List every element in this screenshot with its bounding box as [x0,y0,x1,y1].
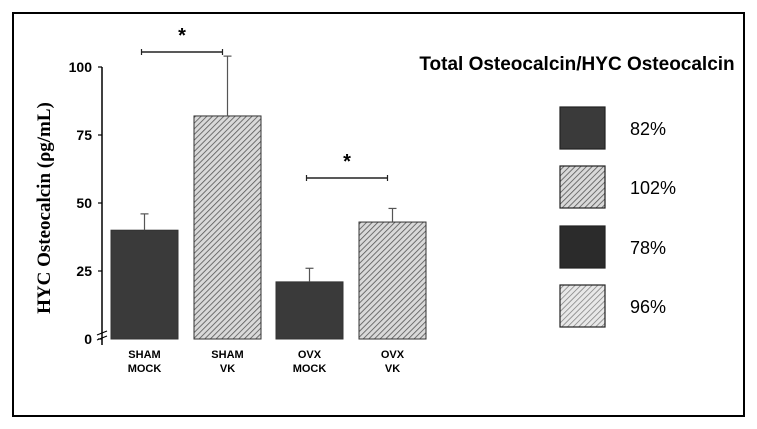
x-tick-label: SHAM [211,349,243,361]
x-tick-label: VK [220,363,235,375]
legend-value: 102% [630,178,676,198]
legend-swatch [559,225,606,269]
error-bars [140,55,397,282]
x-axis-categories: SHAM MOCK SHAM VK OVX MOCK OVX VK [128,349,405,375]
legend-swatch [559,284,606,328]
x-tick-label: OVX [298,349,322,361]
bar [358,221,427,340]
legend-value: 82% [630,119,666,139]
legend-swatch [559,165,606,209]
x-tick-label: SHAM [128,349,160,361]
y-axis-break [96,330,108,341]
y-tick-label: 25 [76,263,92,279]
significance-markers: ** [140,25,389,181]
axis-break-mark [96,330,108,336]
legend-value: 78% [630,238,666,258]
figure-border [12,12,745,417]
y-tick-label: 50 [76,195,92,211]
y-axis-label: HYC Osteocalcin (ρg/mL) [34,102,55,314]
y-tick-label: 0 [84,331,92,347]
bars [110,115,427,340]
significance-star: * [178,25,186,47]
significance-star: * [343,151,351,173]
legend: 82% 102% 78% 96% [559,106,676,328]
y-tick-label: 75 [76,127,92,143]
legend-value: 96% [630,297,666,317]
legend-swatch [559,106,606,150]
y-tick-label: 100 [69,59,93,75]
x-tick-label: OVX [381,349,405,361]
legend-title: Total Osteocalcin/HYC Osteocalcin [419,54,734,75]
x-tick-label: MOCK [128,363,162,375]
x-tick-label: VK [385,363,400,375]
y-axis-ticks: 0 25 50 75 100 [69,59,102,347]
x-tick-label: MOCK [293,363,327,375]
bar [275,281,344,340]
bar [110,229,179,340]
bar [193,115,262,340]
axis-break-mark [96,335,108,341]
